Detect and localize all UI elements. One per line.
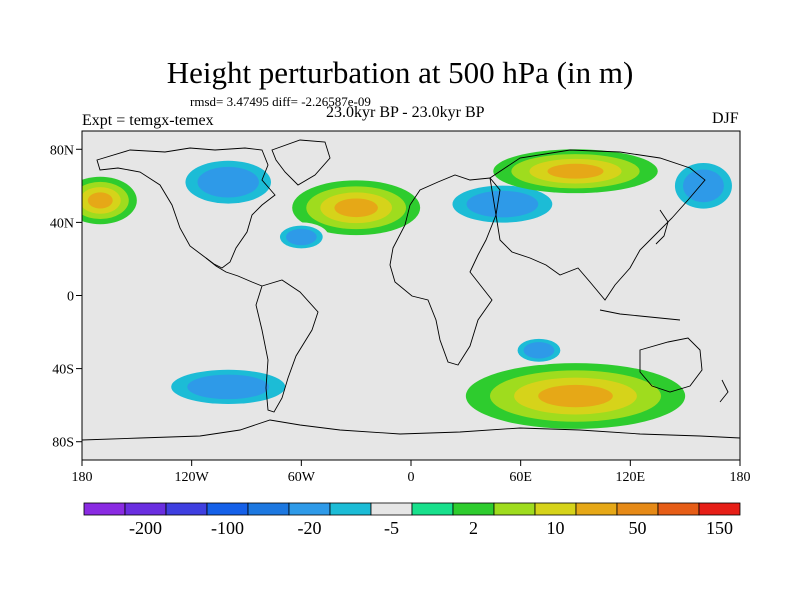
colorbar-label: 2 bbox=[469, 518, 478, 538]
colorbar-swatch bbox=[411, 502, 454, 516]
anomaly-north-atlantic-west-positive bbox=[334, 198, 378, 218]
longitude-axis: 180 120W 60W 0 60E 120E 180 bbox=[72, 460, 751, 485]
colorbar-label: -5 bbox=[384, 518, 399, 538]
plot-title: Height perturbation at 500 hPa (in m) bbox=[166, 55, 634, 90]
colorbar-swatch bbox=[493, 502, 536, 516]
colorbar-swatch bbox=[206, 502, 249, 516]
colorbar-swatch bbox=[575, 502, 618, 516]
lat-tick-label: 40S bbox=[52, 363, 74, 378]
anomaly-north-pacific-positive bbox=[87, 192, 113, 209]
colorbar-label: 50 bbox=[629, 518, 647, 538]
lat-tick-label: 80S bbox=[52, 436, 74, 451]
lat-tick-label: 80N bbox=[50, 143, 74, 158]
experiment-label: Expt = temgx-temex bbox=[82, 112, 214, 129]
anomaly-north-america-negative bbox=[197, 166, 259, 198]
anomaly-layer bbox=[82, 149, 740, 429]
colorbar-swatch bbox=[124, 502, 167, 516]
colorbar bbox=[83, 502, 741, 516]
colorbar-swatch bbox=[698, 502, 741, 516]
anomaly-indian-ocean-negative bbox=[523, 342, 555, 359]
colorbar-swatch bbox=[452, 502, 495, 516]
colorbar-swatch bbox=[370, 502, 413, 516]
lon-tick-label: 120W bbox=[175, 470, 210, 485]
colorbar-label: -100 bbox=[211, 518, 244, 538]
lat-tick-label: 40N bbox=[50, 216, 74, 231]
colorbar-swatch bbox=[247, 502, 290, 516]
lon-tick-label: 180 bbox=[730, 470, 751, 485]
colorbar-labels: -200 -100 -20 -5 2 10 50 150 bbox=[129, 518, 733, 538]
lon-tick-label: 120E bbox=[616, 470, 646, 485]
lon-tick-label: 60W bbox=[288, 470, 316, 485]
colorbar-swatch bbox=[534, 502, 577, 516]
colorbar-label: -200 bbox=[129, 518, 162, 538]
colorbar-swatch bbox=[165, 502, 208, 516]
lon-tick-label: 180 bbox=[72, 470, 93, 485]
colorbar-swatch bbox=[657, 502, 700, 516]
latitude-axis: 80N 40N 0 40S 80S bbox=[50, 143, 82, 451]
colorbar-label: 10 bbox=[547, 518, 565, 538]
anomaly-southern-ocean-positive bbox=[538, 384, 613, 408]
anomaly-atlantic-negative bbox=[285, 228, 317, 246]
colorbar-label: 150 bbox=[706, 518, 733, 538]
coastlines bbox=[82, 139, 740, 441]
anomaly-eurasia-negative bbox=[466, 190, 539, 218]
anomaly-west-pacific-negative bbox=[682, 169, 724, 203]
colorbar-swatch bbox=[616, 502, 659, 516]
colorbar-label: -20 bbox=[298, 518, 322, 538]
lon-tick-label: 0 bbox=[408, 470, 415, 485]
time-period-label: 23.0kyr BP - 23.0kyr BP bbox=[326, 104, 485, 121]
lat-tick-label: 0 bbox=[67, 290, 74, 305]
colorbar-swatch bbox=[83, 502, 126, 516]
rmsd-diff-stats: rmsd= 3.47495 diff= -2.26587e-09 bbox=[190, 94, 371, 109]
anomaly-siberia-positive bbox=[547, 163, 604, 179]
colorbar-swatch bbox=[329, 502, 372, 516]
season-label: DJF bbox=[712, 110, 739, 127]
colorbar-swatch bbox=[288, 502, 331, 516]
anomaly-south-pacific-negative bbox=[187, 374, 270, 400]
lon-tick-label: 60E bbox=[509, 470, 532, 485]
